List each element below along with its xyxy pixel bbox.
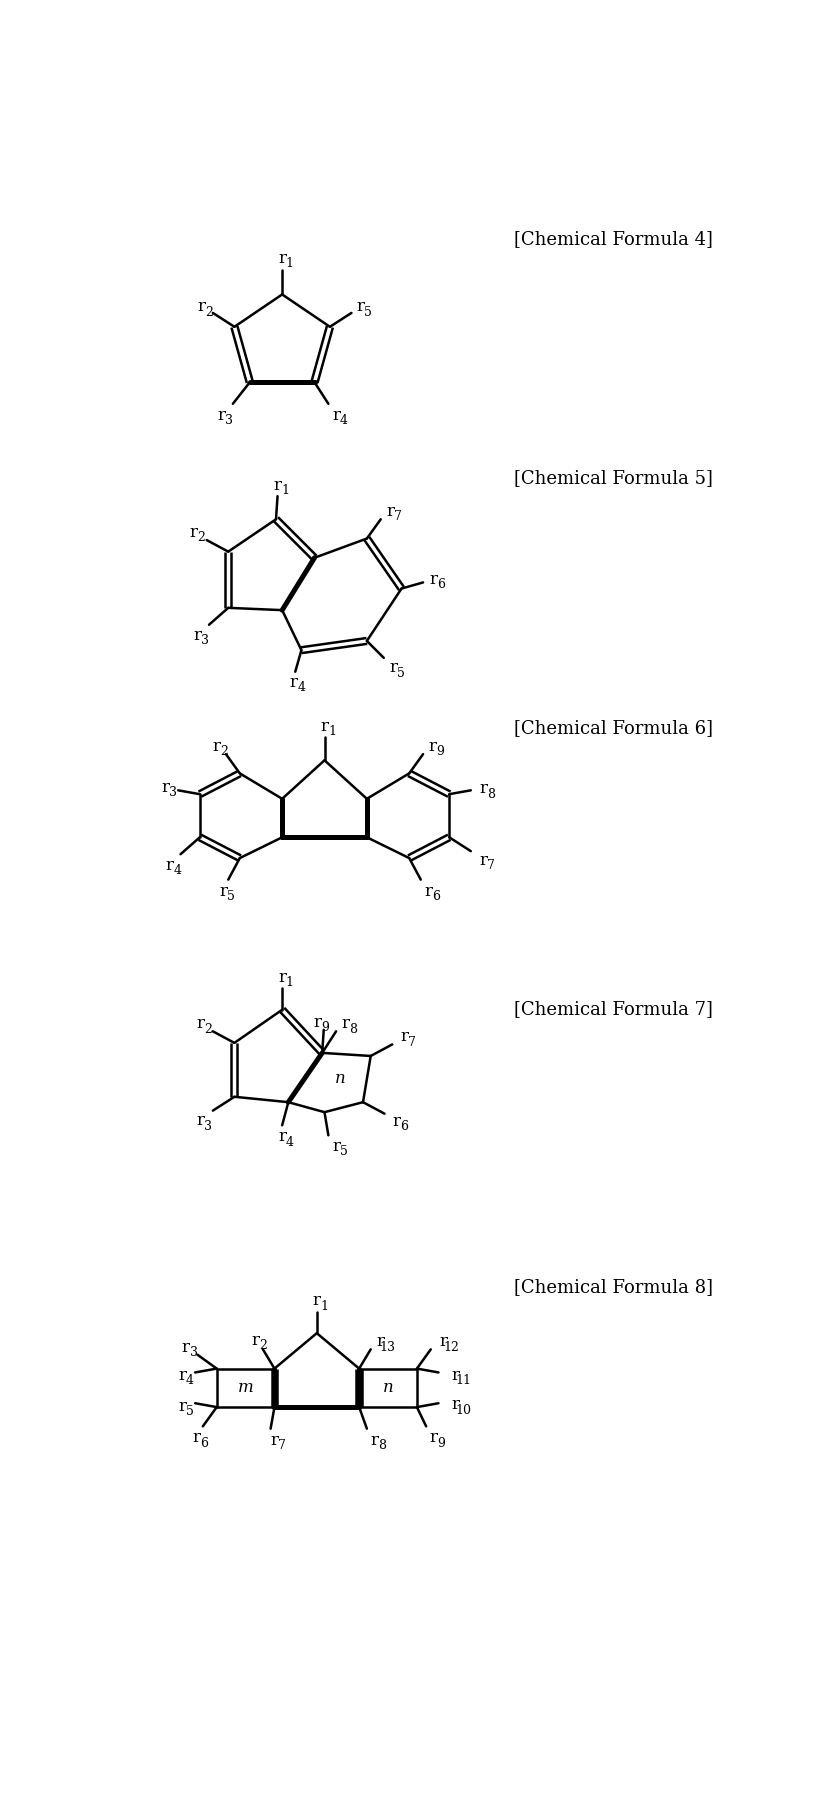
Text: 2: 2 bbox=[205, 306, 213, 319]
Text: [Chemical Formula 6]: [Chemical Formula 6] bbox=[514, 719, 714, 737]
Text: 3: 3 bbox=[225, 415, 233, 428]
Text: r: r bbox=[480, 781, 488, 797]
Text: 6: 6 bbox=[400, 1120, 409, 1132]
Text: 4: 4 bbox=[185, 1375, 194, 1388]
Text: 8: 8 bbox=[378, 1439, 386, 1451]
Text: 7: 7 bbox=[487, 859, 494, 872]
Text: [Chemical Formula 7]: [Chemical Formula 7] bbox=[514, 1000, 714, 1018]
Text: r: r bbox=[428, 737, 437, 756]
Text: 1: 1 bbox=[321, 1299, 329, 1312]
Text: 2: 2 bbox=[198, 531, 205, 544]
Text: 6: 6 bbox=[438, 578, 446, 591]
Text: n: n bbox=[382, 1379, 393, 1397]
Text: 6: 6 bbox=[200, 1437, 208, 1450]
Text: [Chemical Formula 5]: [Chemical Formula 5] bbox=[514, 469, 714, 487]
Text: 8: 8 bbox=[349, 1022, 357, 1035]
Text: 5: 5 bbox=[186, 1406, 194, 1419]
Text: r: r bbox=[314, 1013, 321, 1031]
Text: r: r bbox=[166, 857, 174, 873]
Text: 11: 11 bbox=[455, 1375, 471, 1388]
Text: 5: 5 bbox=[397, 667, 405, 680]
Text: r: r bbox=[321, 718, 329, 736]
Text: r: r bbox=[190, 524, 198, 540]
Text: 12: 12 bbox=[443, 1341, 460, 1354]
Text: r: r bbox=[313, 1292, 321, 1310]
Text: r: r bbox=[182, 1339, 190, 1355]
Text: r: r bbox=[279, 969, 286, 986]
Text: 7: 7 bbox=[409, 1036, 416, 1049]
Text: r: r bbox=[220, 882, 227, 901]
Text: n: n bbox=[335, 1071, 345, 1087]
Text: 5: 5 bbox=[364, 306, 372, 319]
Text: 9: 9 bbox=[436, 745, 444, 757]
Text: r: r bbox=[290, 674, 297, 690]
Text: 13: 13 bbox=[380, 1341, 396, 1354]
Text: r: r bbox=[193, 1430, 201, 1446]
Text: r: r bbox=[274, 477, 282, 495]
Text: r: r bbox=[178, 1397, 186, 1415]
Text: 9: 9 bbox=[438, 1437, 446, 1450]
Text: 7: 7 bbox=[394, 511, 401, 524]
Text: 4: 4 bbox=[173, 864, 181, 877]
Text: r: r bbox=[430, 1430, 438, 1446]
Text: r: r bbox=[197, 1015, 204, 1033]
Text: r: r bbox=[213, 737, 221, 756]
Text: r: r bbox=[424, 882, 433, 901]
Text: r: r bbox=[279, 250, 286, 266]
Text: 1: 1 bbox=[286, 977, 294, 989]
Text: r: r bbox=[389, 660, 397, 676]
Text: [Chemical Formula 8]: [Chemical Formula 8] bbox=[514, 1277, 714, 1296]
Text: r: r bbox=[357, 299, 365, 315]
Text: r: r bbox=[178, 1366, 186, 1384]
Text: m: m bbox=[237, 1379, 254, 1397]
Text: r: r bbox=[162, 779, 169, 795]
Text: 3: 3 bbox=[190, 1346, 198, 1359]
Text: r: r bbox=[479, 852, 487, 870]
Text: r: r bbox=[452, 1397, 460, 1413]
Text: r: r bbox=[400, 1027, 409, 1046]
Text: r: r bbox=[393, 1113, 401, 1131]
Text: r: r bbox=[386, 504, 394, 520]
Text: r: r bbox=[332, 1138, 340, 1154]
Text: 3: 3 bbox=[204, 1120, 213, 1132]
Text: 4: 4 bbox=[297, 681, 306, 694]
Text: r: r bbox=[279, 1129, 286, 1145]
Text: 3: 3 bbox=[201, 634, 209, 647]
Text: 2: 2 bbox=[221, 745, 228, 757]
Text: r: r bbox=[371, 1431, 378, 1450]
Text: 2: 2 bbox=[204, 1022, 212, 1035]
Text: [Chemical Formula 4]: [Chemical Formula 4] bbox=[514, 230, 714, 248]
Text: 6: 6 bbox=[432, 890, 440, 902]
Text: r: r bbox=[270, 1431, 279, 1450]
Text: r: r bbox=[197, 299, 205, 315]
Text: 5: 5 bbox=[339, 1145, 348, 1158]
Text: r: r bbox=[452, 1366, 460, 1384]
Text: r: r bbox=[197, 1113, 204, 1129]
Text: r: r bbox=[430, 571, 438, 587]
Text: r: r bbox=[341, 1015, 349, 1033]
Text: 7: 7 bbox=[279, 1439, 286, 1451]
Text: 5: 5 bbox=[227, 890, 236, 902]
Text: r: r bbox=[218, 408, 225, 424]
Text: r: r bbox=[332, 408, 340, 424]
Text: r: r bbox=[251, 1332, 260, 1348]
Text: r: r bbox=[440, 1334, 448, 1350]
Text: 1: 1 bbox=[328, 725, 336, 737]
Text: 1: 1 bbox=[286, 257, 294, 270]
Text: 3: 3 bbox=[169, 786, 177, 799]
Text: 8: 8 bbox=[488, 788, 495, 801]
Text: r: r bbox=[376, 1334, 384, 1350]
Text: 4: 4 bbox=[286, 1136, 294, 1149]
Text: 1: 1 bbox=[281, 484, 289, 496]
Text: 2: 2 bbox=[259, 1339, 267, 1352]
Text: 4: 4 bbox=[339, 415, 348, 428]
Text: 9: 9 bbox=[321, 1020, 330, 1035]
Text: r: r bbox=[194, 627, 201, 643]
Text: 10: 10 bbox=[455, 1404, 471, 1417]
